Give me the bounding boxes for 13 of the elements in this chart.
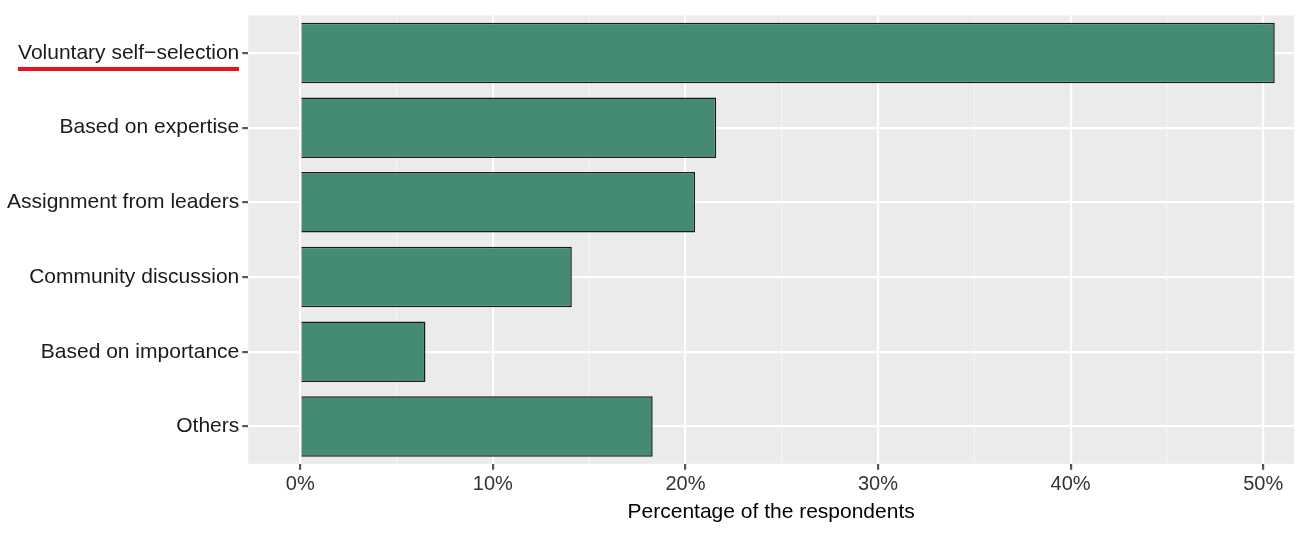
x-tick-label: 10% — [472, 472, 514, 495]
y-tick-label: Based on expertise — [59, 114, 240, 138]
x-tick-label: 20% — [665, 472, 706, 495]
x-axis-title: Percentage of the respondents — [627, 499, 915, 523]
x-tick-label: 50% — [1243, 472, 1284, 495]
x-tick-label: 0% — [285, 472, 315, 495]
x-tick-label: 40% — [1050, 472, 1091, 495]
y-tick-label: Community discussion — [29, 263, 240, 287]
y-tick-label: Assignment from leaders — [7, 189, 240, 213]
y-tick-label: Based on importance — [40, 338, 240, 362]
x-tick-label: 30% — [858, 472, 899, 495]
y-tick-label: Voluntary self−selection — [18, 39, 240, 63]
y-tick-label: Others — [176, 413, 240, 437]
